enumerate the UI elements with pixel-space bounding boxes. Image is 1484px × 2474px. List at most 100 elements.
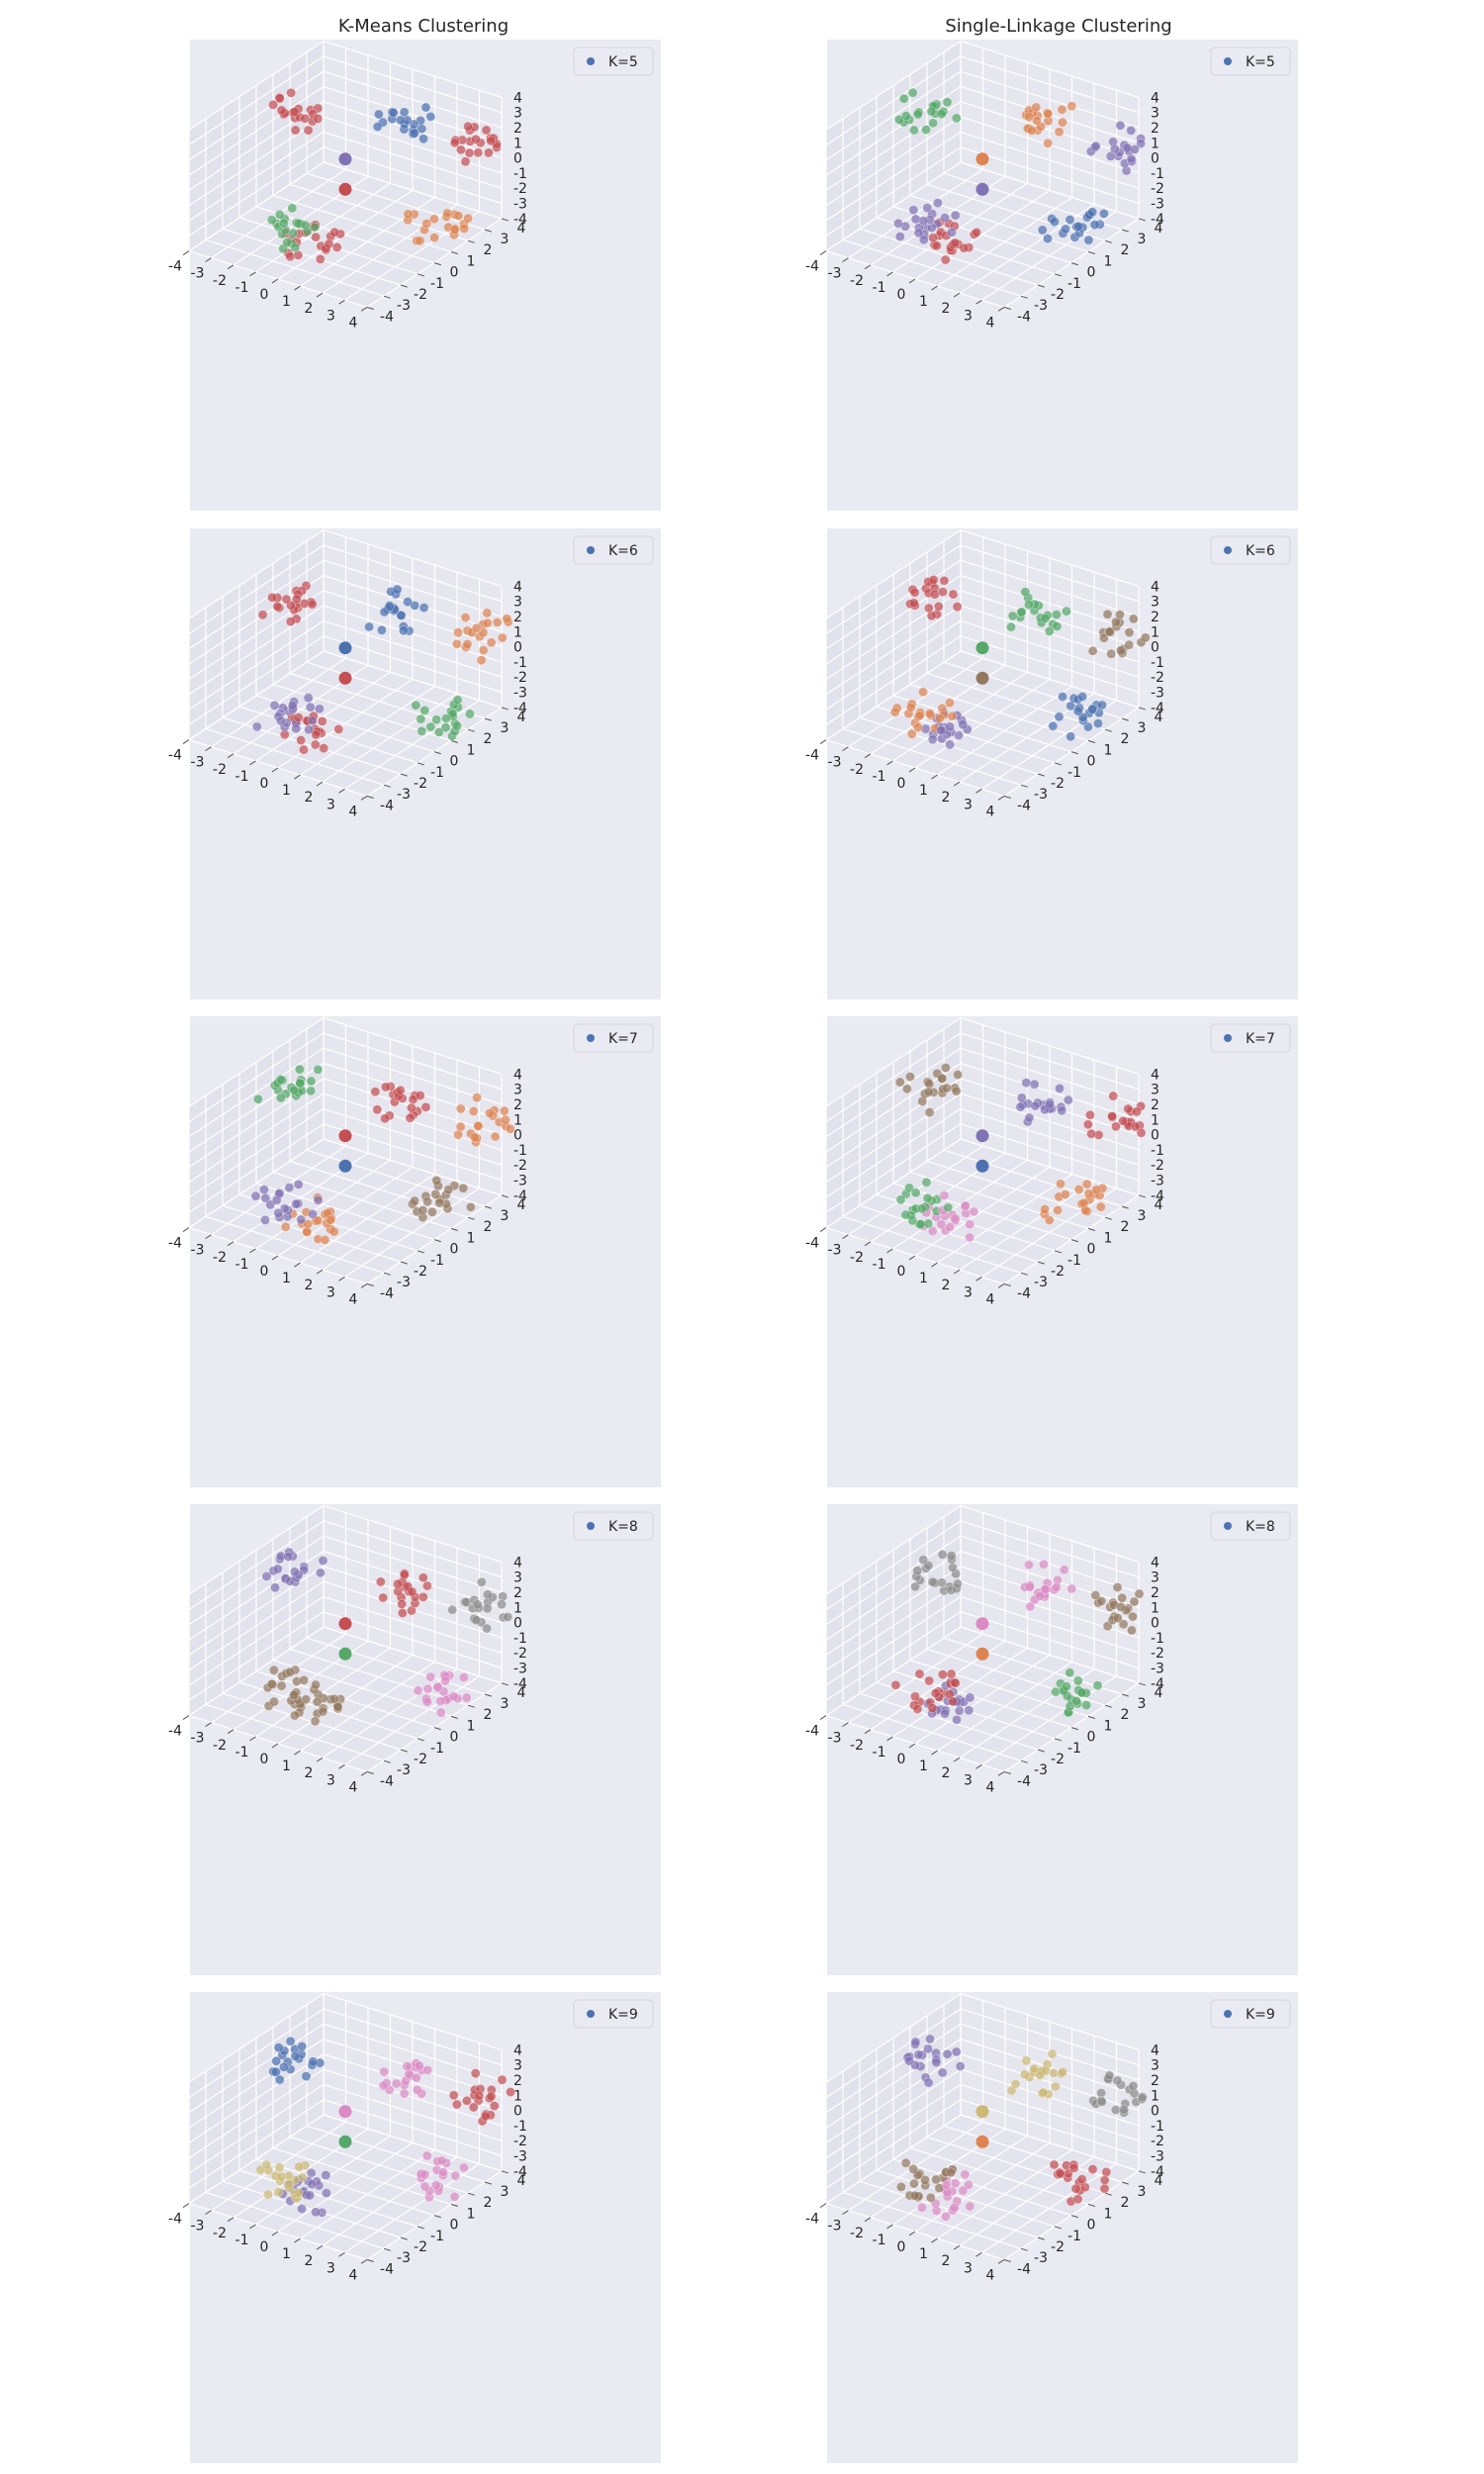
data-point (441, 714, 451, 723)
grid-line (960, 41, 1140, 98)
x-tick-mark (997, 1283, 1005, 1288)
grid-line (825, 1550, 962, 1641)
data-point (450, 2170, 461, 2181)
legend-box (573, 1023, 654, 1053)
data-point (460, 156, 471, 167)
data-point (317, 715, 327, 726)
data-point (932, 240, 942, 251)
data-point (950, 1213, 961, 1224)
y-tick-label: 0 (1087, 265, 1096, 281)
x-tick-mark (842, 1722, 849, 1728)
data-point (909, 587, 920, 598)
z-tick-label: 3 (1151, 2058, 1159, 2074)
y-tick-label: 2 (1121, 1219, 1130, 1235)
data-point (417, 1205, 428, 1215)
data-point (900, 1209, 911, 1220)
data-point (476, 655, 487, 665)
z-tick-label: 2 (1151, 121, 1159, 137)
grid-line (909, 684, 1089, 741)
data-point (304, 724, 314, 735)
grid-line (825, 1047, 962, 1138)
centroid-marker (338, 671, 352, 685)
y-tick-mark (366, 2258, 374, 2263)
data-point (949, 2202, 960, 2213)
data-point (936, 725, 946, 735)
y-tick-mark (501, 2170, 509, 2174)
data-point (1102, 609, 1113, 619)
data-point (1023, 600, 1034, 610)
data-point (1063, 1094, 1073, 1105)
y-tick-label: -2 (1051, 776, 1065, 792)
centroid-marker (975, 1647, 989, 1661)
data-point (945, 1222, 955, 1232)
y-tick-mark (501, 1194, 509, 1198)
data-point (289, 1085, 300, 1095)
centroid-marker (338, 182, 352, 196)
data-point (311, 232, 321, 242)
grid-line (188, 55, 325, 146)
data-point (391, 2078, 402, 2089)
data-point (398, 625, 409, 636)
z-tick-label: -3 (513, 686, 527, 702)
data-point (285, 2036, 296, 2046)
data-point (895, 1194, 906, 1205)
grid-line (322, 693, 458, 783)
x-tick-mark (953, 1269, 961, 1275)
y-tick-mark (484, 717, 492, 721)
z-tick-label: 2 (513, 610, 522, 625)
grid-line (825, 70, 962, 161)
data-point (890, 1679, 901, 1690)
data-point (306, 1086, 317, 1096)
centroid-marker (975, 641, 989, 655)
x-tick-label: 1 (919, 1271, 928, 1286)
data-point (906, 728, 917, 739)
data-point (274, 2074, 285, 2085)
y-tick-mark (366, 1770, 374, 1775)
data-point (303, 693, 314, 703)
data-point (1037, 225, 1048, 236)
data-point (1025, 1601, 1036, 1612)
x-tick-mark (338, 1763, 345, 1769)
data-point (1087, 645, 1098, 656)
data-point (260, 1214, 270, 1225)
data-point (1053, 1204, 1063, 1215)
x-tick-mark (953, 292, 961, 298)
data-point (402, 2061, 413, 2071)
legend-marker (1224, 1034, 1232, 1042)
grid-line (188, 1032, 325, 1123)
x-tick-label: 1 (282, 1271, 291, 1286)
grid-line (960, 1566, 1140, 1624)
x-tick-label: -3 (191, 1731, 205, 1747)
y-tick-label: -3 (1034, 1762, 1048, 1778)
z-tick-label: 3 (513, 1570, 522, 1586)
y-tick-label: 1 (1104, 742, 1113, 758)
data-point (1072, 2194, 1083, 2205)
grid-line (323, 1535, 503, 1593)
data-point (1118, 1619, 1129, 1630)
grid-line (188, 559, 325, 650)
x-tick-label: -1 (235, 1745, 249, 1760)
data-point (279, 218, 289, 229)
data-point (950, 2178, 961, 2188)
x-tick-label: -1 (873, 769, 886, 785)
grid-line (825, 1032, 962, 1123)
y-tick-mark (400, 1261, 408, 1265)
data-point (910, 1581, 920, 1592)
x-tick-mark (249, 271, 256, 277)
z-tick-label: 3 (513, 106, 522, 122)
y-tick-label: 0 (450, 265, 459, 281)
z-tick-label: -2 (513, 2134, 527, 2149)
z-tick-label: 2 (1151, 1585, 1159, 1601)
data-point (291, 723, 302, 734)
data-point (921, 1177, 932, 1188)
data-point (287, 203, 298, 214)
data-point (273, 2043, 284, 2052)
y-tick-mark (450, 250, 458, 255)
data-point (438, 2167, 448, 2177)
x-tick-mark (182, 250, 190, 255)
x-tick-mark (227, 753, 234, 759)
grid-line (825, 544, 962, 635)
data-point (904, 2055, 914, 2066)
data-point (918, 216, 929, 226)
data-point (310, 739, 321, 750)
